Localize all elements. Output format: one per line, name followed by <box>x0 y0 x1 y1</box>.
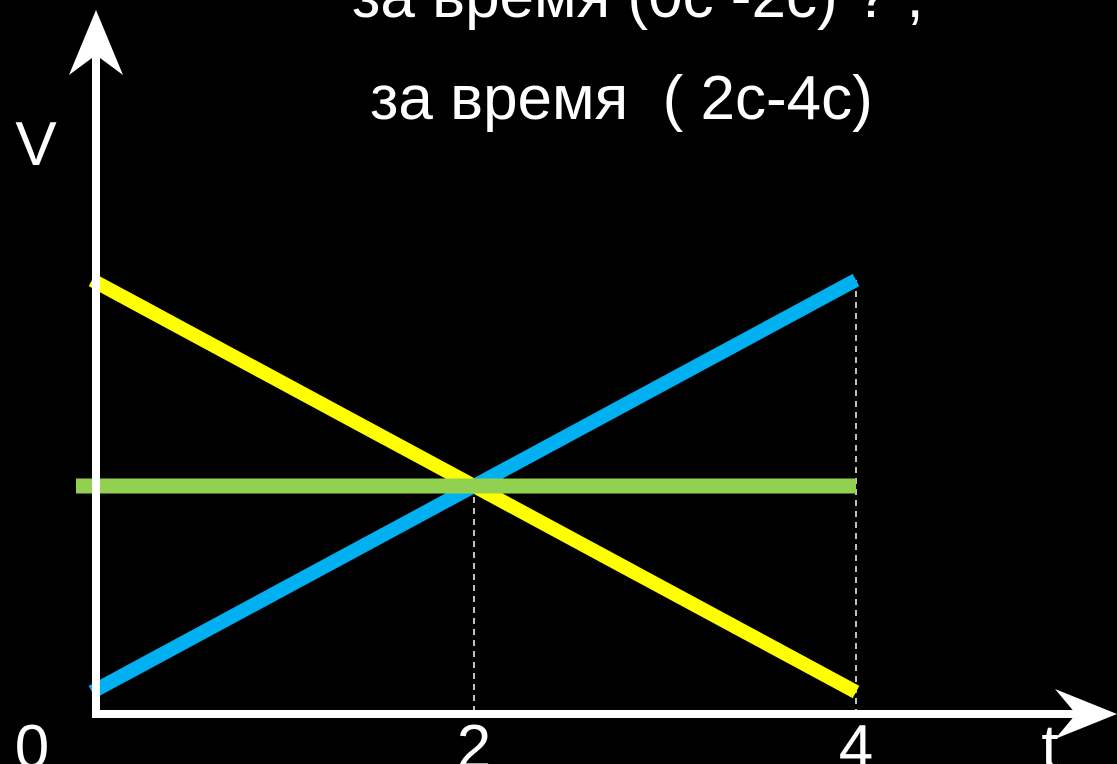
series-group <box>76 273 860 699</box>
y-axis-arrow <box>69 10 123 75</box>
chart-title-line-1: за время (0с -2с) ? , <box>352 0 1117 32</box>
chart-title-line-2: за время ( 2с-4с) <box>370 64 873 133</box>
x-tick-label-4: 4 <box>839 713 873 764</box>
x-axis-label: t <box>1041 713 1058 764</box>
axes-group <box>69 10 1117 739</box>
y-axis-label: V <box>15 110 57 179</box>
droplines-group <box>473 280 857 714</box>
origin-label: 0 <box>15 713 49 764</box>
labels-group: V 0 t 2 4 <box>15 110 1059 764</box>
x-tick-label-2: 2 <box>457 713 491 764</box>
x-axis-arrow <box>1055 689 1117 739</box>
